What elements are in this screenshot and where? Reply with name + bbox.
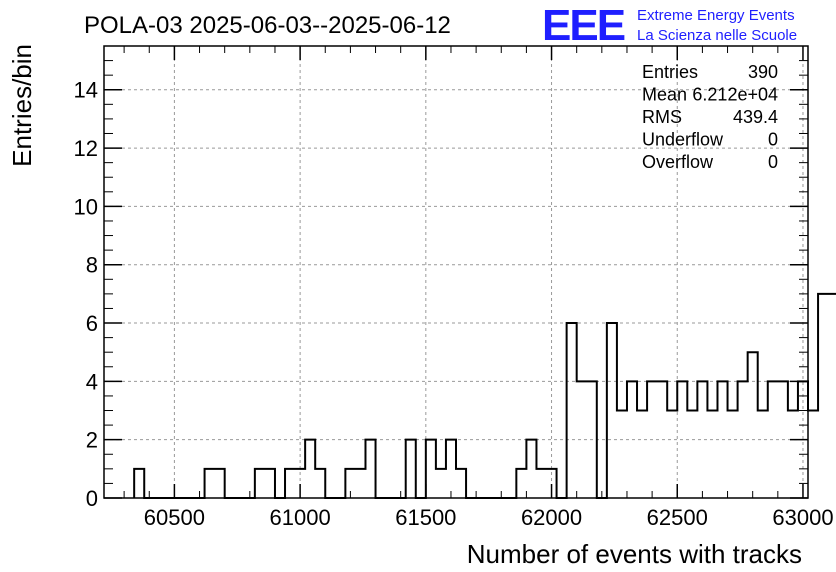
stats-label: Entries [642,62,698,82]
y-axis-label: Entries/bin [7,44,37,167]
y-tick-label: 4 [86,369,98,394]
y-tick-label: 8 [86,253,98,278]
x-axis-label: Number of events with tracks [467,539,802,569]
stats-value: 0 [768,130,778,150]
y-tick-label: 6 [86,311,98,336]
y-tick-label: 2 [86,428,98,453]
stats-value: 439.4 [733,107,778,127]
stats-label: Mean [642,85,687,105]
stats-box: Entries 390 Mean 6.212e+04 RMS 439.4 Underflow… [642,62,778,172]
x-axis: 60500 61000 61500 62000 62500 63000 [123,46,834,530]
stats-value: 6.212e+04 [692,85,778,105]
y-tick-label: 14 [74,78,98,103]
x-tick-label: 61000 [270,505,331,530]
x-tick-label: 61500 [395,505,456,530]
y-axis: 0 2 4 6 8 10 12 14 [74,45,808,511]
x-tick-label: 62000 [521,505,582,530]
grid [104,46,808,498]
stats-value: 390 [748,62,778,82]
stats-label: Overflow [642,152,714,172]
stats-label: Underflow [642,130,724,150]
chart-title: POLA-03 2025-06-03--2025-06-12 [84,12,451,39]
stats-label: RMS [642,107,682,127]
stats-value: 0 [768,152,778,172]
histogram-line [133,292,836,499]
eee-logo: EEE Extreme Energy Events La Scienza nel… [542,1,797,50]
y-tick-label: 10 [74,194,98,219]
logo-line1: Extreme Energy Events [637,7,795,24]
plot-frame [103,45,809,499]
x-tick-label: 62500 [647,505,708,530]
logo-line2: La Scienza nelle Scuole [637,27,797,44]
x-tick-label: 60500 [144,505,205,530]
y-tick-label: 0 [86,486,98,511]
logo-mark: EEE [542,1,625,50]
y-tick-label: 12 [74,136,98,161]
x-tick-label: 63000 [772,505,833,530]
